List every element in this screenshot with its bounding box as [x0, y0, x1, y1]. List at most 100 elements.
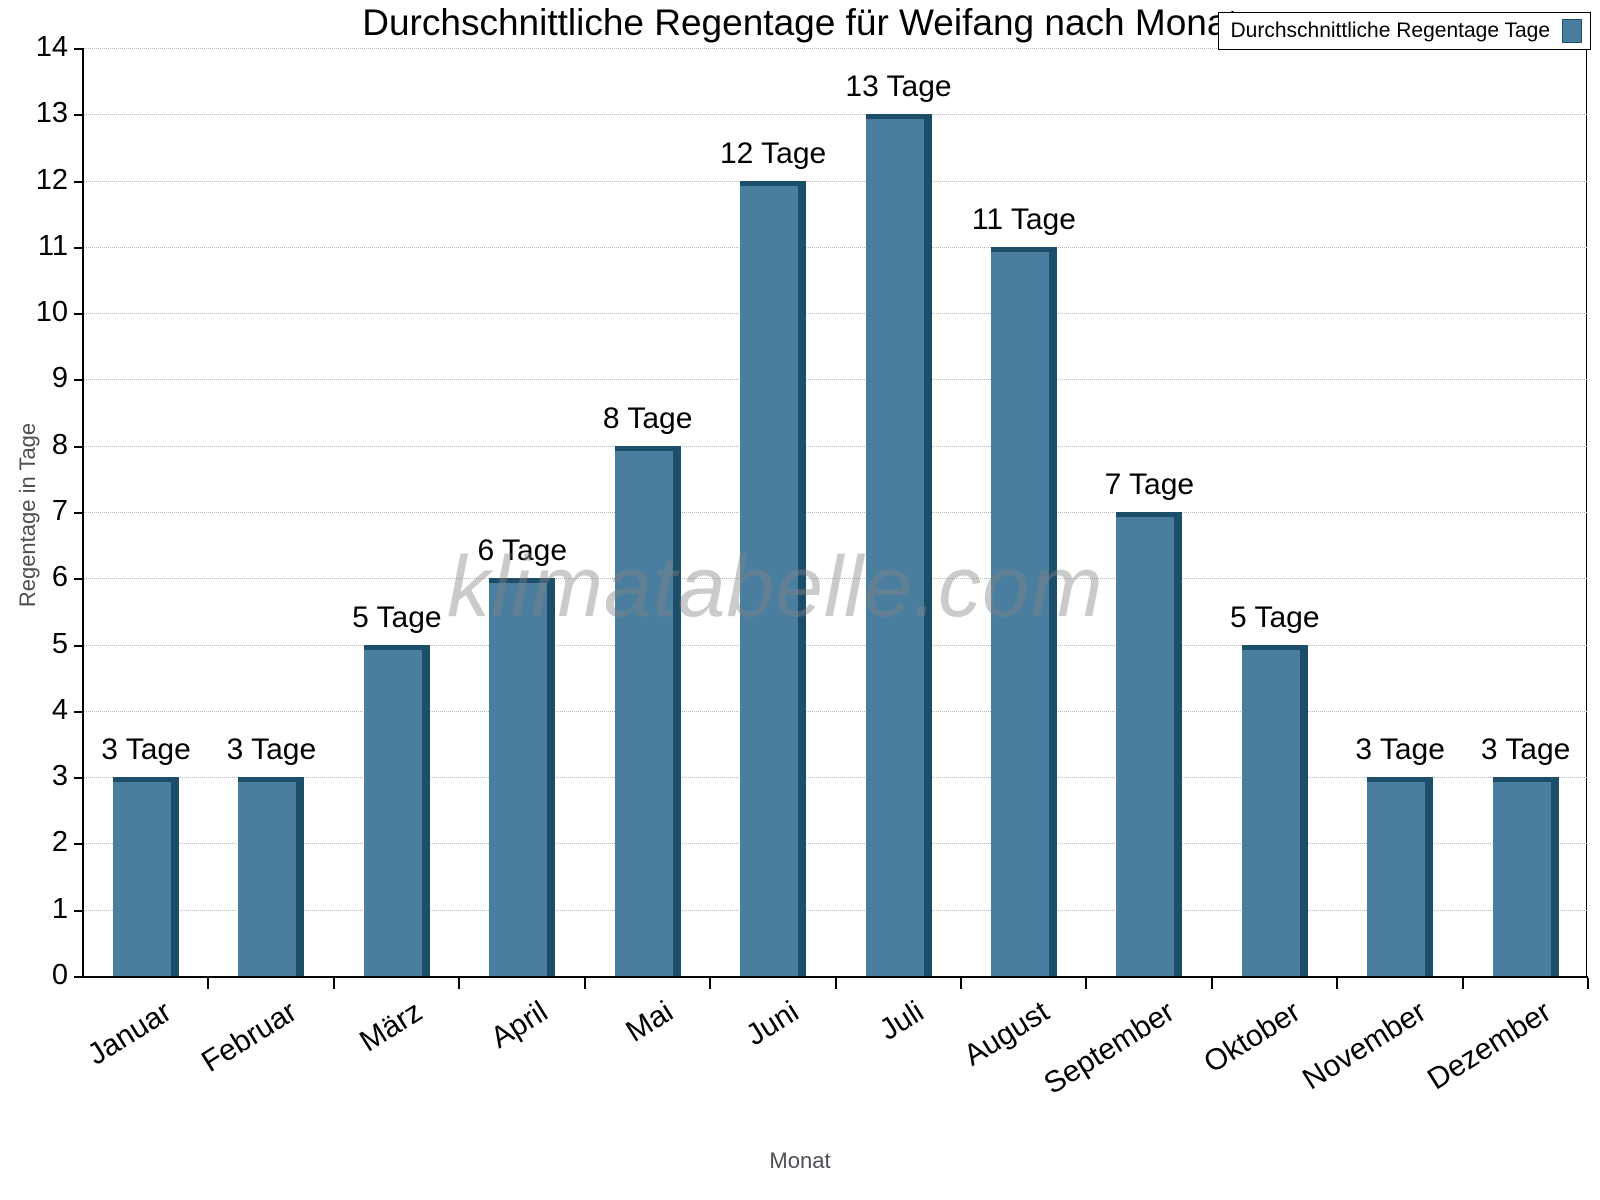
x-tick-mark	[709, 978, 712, 989]
bar[interactable]	[489, 578, 556, 976]
bar[interactable]	[113, 777, 179, 976]
bar[interactable]	[1367, 777, 1434, 976]
legend-item-label: Durchschnittliche Regentage Tage	[1230, 19, 1550, 42]
bar-value-label: 7 Tage	[1104, 468, 1195, 501]
x-tick-label: März	[354, 995, 429, 1059]
y-tick-mark	[74, 114, 82, 117]
bar[interactable]	[363, 644, 430, 976]
legend-color-swatch	[1562, 19, 1582, 43]
gridline	[82, 909, 1587, 911]
x-tick-mark	[1461, 978, 1464, 989]
bar-fill	[865, 114, 932, 976]
bar-value-label: 3 Tage	[101, 733, 191, 767]
bar-value-label: 11 Tage	[971, 202, 1076, 236]
x-tick-mark	[458, 978, 461, 989]
y-tick-mark	[74, 578, 82, 581]
bar[interactable]	[1492, 777, 1559, 976]
x-tick-label: September	[1038, 995, 1181, 1101]
x-tick-mark	[332, 978, 335, 989]
x-tick-mark	[583, 978, 586, 989]
y-tick-label: 10	[35, 296, 68, 329]
bar-fill	[1492, 777, 1559, 976]
chart-title: Durchschnittliche Regentage für Weifang …	[362, 2, 1238, 43]
y-tick-mark	[74, 710, 82, 713]
gridline	[82, 710, 1587, 712]
bar-fill	[1116, 512, 1183, 976]
bar-fill	[489, 578, 556, 976]
bar-value-label: 5 Tage	[352, 600, 442, 634]
bar-value-label: 3 Tage	[1480, 733, 1571, 767]
gridline	[82, 578, 1587, 580]
x-tick-label: Dezember	[1421, 995, 1557, 1097]
y-tick-label: 2	[51, 826, 68, 859]
y-tick-label: 5	[51, 627, 68, 660]
x-tick-label: August	[958, 995, 1056, 1073]
gridline	[82, 114, 1587, 116]
x-tick-label: Oktober	[1197, 995, 1306, 1080]
gridline	[82, 445, 1587, 447]
gridline	[82, 48, 1587, 49]
x-tick-mark	[1336, 978, 1339, 989]
y-tick-label: 8	[51, 428, 68, 461]
x-tick-label: Februar	[196, 995, 303, 1079]
legend: Durchschnittliche Regentage Tage	[1217, 12, 1591, 50]
y-tick-mark	[74, 512, 82, 514]
bar-fill	[113, 777, 179, 976]
bar-fill	[1367, 777, 1434, 976]
x-axis-title: Monat	[769, 1148, 831, 1173]
y-tick-label: 0	[51, 959, 68, 991]
x-tick-mark	[1587, 978, 1589, 989]
bar-fill	[990, 246, 1057, 976]
gridline	[82, 379, 1587, 381]
y-tick-mark	[74, 909, 82, 912]
y-tick-label: 12	[35, 163, 68, 196]
y-tick-label: 6	[51, 561, 68, 594]
bar[interactable]	[614, 445, 681, 976]
x-tick-mark	[834, 978, 837, 989]
gridline	[82, 180, 1587, 182]
y-axis-line	[82, 48, 84, 977]
bar-value-label: 5 Tage	[1229, 600, 1320, 634]
x-tick-label: April	[485, 995, 554, 1055]
x-tick-mark	[1085, 978, 1088, 989]
x-axis-line	[82, 976, 1588, 978]
gridline	[82, 843, 1587, 845]
y-tick-label: 7	[51, 495, 68, 527]
bar[interactable]	[1116, 512, 1183, 976]
bar-value-label: 3 Tage	[226, 733, 317, 767]
x-tick-label: Juli	[874, 995, 930, 1047]
bar[interactable]	[740, 180, 807, 976]
bar-value-label: 8 Tage	[602, 401, 693, 435]
x-tick-mark	[207, 978, 210, 989]
bar-fill	[614, 445, 681, 976]
y-tick-mark	[74, 48, 82, 50]
bar-fill	[363, 644, 430, 976]
bar[interactable]	[865, 114, 932, 976]
y-tick-label: 14	[35, 31, 68, 63]
gridline	[82, 512, 1587, 513]
bar-fill	[1241, 644, 1308, 976]
x-tick-mark	[1210, 978, 1213, 989]
y-axis-title: Regentage in Tage	[15, 422, 40, 608]
y-tick-mark	[74, 379, 82, 382]
bar[interactable]	[238, 777, 305, 976]
gridline	[82, 644, 1587, 646]
x-tick-label: Januar	[81, 995, 178, 1072]
gridline	[82, 777, 1587, 779]
bar-value-label: 6 Tage	[477, 534, 568, 568]
bar[interactable]	[1241, 644, 1308, 976]
y-tick-mark	[74, 843, 82, 846]
y-tick-label: 13	[35, 97, 68, 130]
y-tick-label: 4	[51, 693, 68, 726]
bar-value-label: 3 Tage	[1355, 733, 1445, 767]
y-tick-mark	[74, 180, 82, 183]
y-tick-mark	[74, 313, 82, 316]
y-tick-mark	[74, 445, 82, 448]
bar-fill	[740, 180, 807, 976]
x-tick-label: Mai	[620, 995, 679, 1049]
x-tick-mark	[959, 978, 962, 989]
bar[interactable]	[990, 246, 1057, 976]
bar-fill	[238, 777, 305, 976]
bar-value-label: 13 Tage	[845, 70, 952, 104]
